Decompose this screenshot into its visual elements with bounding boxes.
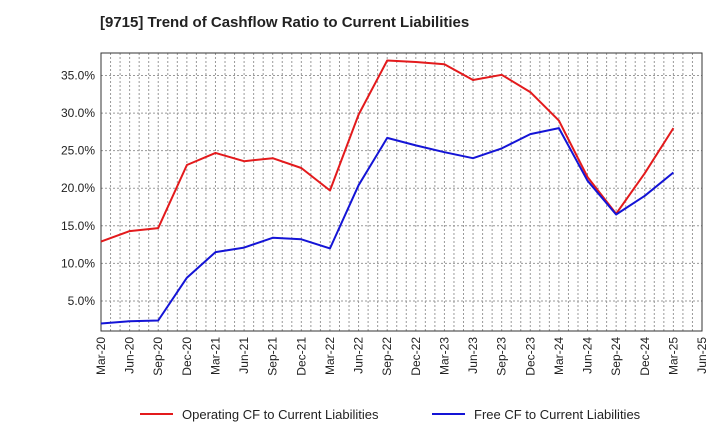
x-tick-label: Jun-25 <box>695 337 709 374</box>
x-tick-label: Mar-25 <box>666 337 680 375</box>
legend: Operating CF to Current Liabilities Free … <box>140 407 641 422</box>
x-tick-label: Dec-21 <box>294 337 308 376</box>
y-tick-label: 30.0% <box>61 106 95 120</box>
x-tick-label: Jun-23 <box>466 337 480 374</box>
y-tick-label: 35.0% <box>61 69 95 83</box>
x-tick-label: Sep-21 <box>266 337 280 376</box>
x-tick-label: Jun-21 <box>237 337 251 374</box>
x-tick-label: Mar-24 <box>552 337 566 375</box>
x-tick-label: Sep-22 <box>380 337 394 376</box>
x-tick-label: Mar-22 <box>323 337 337 375</box>
plot-area <box>100 52 703 332</box>
x-tick-label: Jun-20 <box>123 337 137 374</box>
x-tick-label: Jun-24 <box>581 337 595 374</box>
x-tick-label: Jun-22 <box>352 337 366 374</box>
chart-title: [9715] Trend of Cashflow Ratio to Curren… <box>100 14 470 31</box>
x-tick-label: Mar-21 <box>208 337 222 375</box>
x-tick-label: Sep-20 <box>151 337 165 376</box>
x-tick-label: Dec-24 <box>638 337 652 376</box>
y-tick-label: 25.0% <box>61 144 95 158</box>
series-lines <box>100 59 675 325</box>
grid <box>101 53 702 331</box>
x-tick-label: Mar-20 <box>94 337 108 375</box>
series-line-2 <box>100 127 675 325</box>
series-line-1 <box>100 59 675 243</box>
x-tick-label: Dec-23 <box>523 337 537 376</box>
x-tick-label: Dec-22 <box>409 337 423 376</box>
legend-label-2: Free CF to Current Liabilities <box>474 407 641 422</box>
y-axis: 5.0% 10.0% 15.0% 20.0% 25.0% 30.0% 35.0% <box>61 69 95 308</box>
x-tick-label: Sep-24 <box>609 337 623 376</box>
y-tick-label: 20.0% <box>61 181 95 195</box>
legend-label-1: Operating CF to Current Liabilities <box>182 407 379 422</box>
x-tick-label: Sep-23 <box>495 337 509 376</box>
x-axis: Mar-20 Jun-20 Sep-20 Dec-20 Mar-21 Jun-21 Sep-… <box>94 337 709 376</box>
y-tick-label: 15.0% <box>61 219 95 233</box>
y-tick-label: 5.0% <box>68 294 96 308</box>
y-tick-label: 10.0% <box>61 256 95 270</box>
x-tick-label: Mar-23 <box>437 337 451 375</box>
x-tick-label: Dec-20 <box>180 337 194 376</box>
